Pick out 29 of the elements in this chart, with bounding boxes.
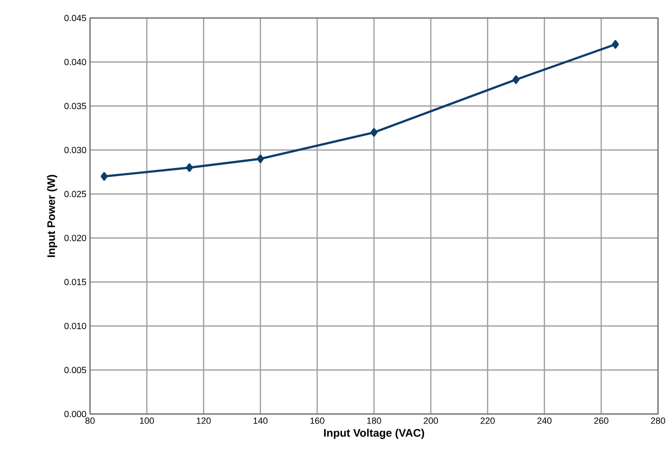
point [100,172,108,181]
x-axis-title: Input Voltage (VAC) [324,428,424,439]
y-tick-label: 0.045 [64,14,86,22]
x-tick-label: 220 [480,418,495,424]
y-tick-label: 0.035 [64,102,86,110]
y-tick-label: 0.030 [64,146,86,154]
y-tick-label: 0.025 [64,190,86,198]
x-tick-label: 160 [310,418,324,424]
x-tick-label: 280 [650,418,666,424]
y-tick-label: 0.040 [64,58,86,66]
point [612,40,619,49]
y-tick-label: 0.010 [64,322,86,330]
y-axis-title: Input Power (W) [46,174,58,257]
x-tick-label: 100 [140,418,154,424]
point [370,128,378,137]
x-tick-label: 80 [85,418,95,424]
x-tick-label: 260 [594,418,608,424]
y-tick-label: 0.000 [64,410,86,418]
x-tick-label: 200 [424,418,438,424]
point [186,163,193,172]
y-tick-label: 0.015 [64,278,86,286]
point [512,75,520,84]
x-tick-label: 180 [367,418,382,424]
y-tick-label: 0.005 [64,366,86,374]
x-tick-label: 140 [254,418,268,424]
x-tick-label: 120 [196,418,211,424]
point [256,154,264,164]
y-tick-label: 0.020 [64,234,86,242]
x-tick-label: 240 [537,418,552,424]
